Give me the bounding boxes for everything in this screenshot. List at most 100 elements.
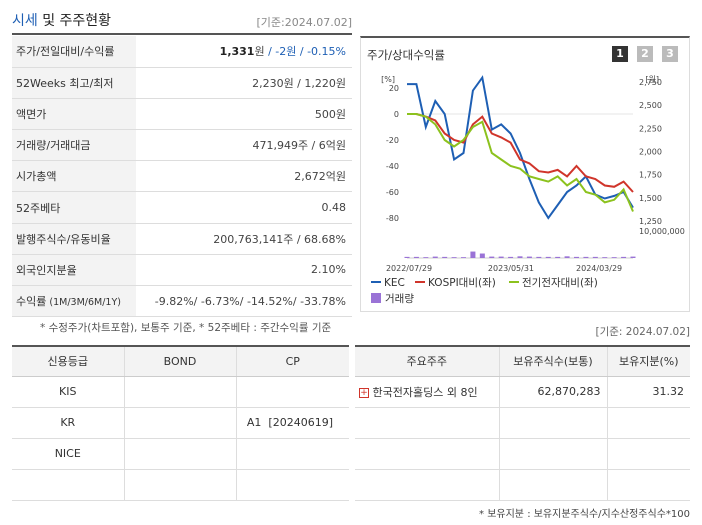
chart-tab-3[interactable]: 3 [662,46,678,62]
row-label: 수익률 (1M/3M/6M/1Y) [12,285,136,318]
price-summary-table: 주가/전일대비/수익률 1,331원 / -2원 / -0.15% 52Week… [12,36,352,318]
row-value: 2.10% [136,254,352,287]
volume-bar [621,256,627,258]
stake-cell: 31.32 [607,376,690,408]
left-axis-unit: [%] [381,75,395,84]
cp-cell [236,438,349,470]
table-row [355,438,690,470]
volume-bar [583,256,589,258]
holders-base-date: [기준: 2024.07.02] [595,326,690,338]
left-tick-label: 20 [389,84,399,93]
table-row: NICE [12,438,349,470]
volume-bar [630,256,636,258]
shares-cell [499,469,608,501]
table-row: KR A1 [20240619] [12,407,349,439]
footnote: * 보유지분 : 보유지분주식수/지수산정주식수*100 [479,509,690,520]
row-label: 발행주식수/유동비율 [12,223,136,255]
price-chart: [%] [원] 20 0 -20 -40 -60 -80 2,750 2,500 2,250 2,00… [371,75,685,305]
right-tick-label: 2,750 [639,78,662,87]
legend-label: KEC [384,277,405,289]
row-label: 거래량/거래대금 [12,129,136,162]
series-line [407,113,634,212]
agency-cell: KR [12,407,125,439]
column-header: CP [236,346,349,377]
volume-bar [489,256,495,258]
x-tick-label: 2022/07/29 [386,264,432,273]
right-tick-label: 1,500 [639,194,662,203]
table-row: + 한국전자홀딩스 외 8인 62,870,283 31.32 [355,376,690,408]
bond-cell [124,469,237,501]
chart-panel: 주가/상대수익률 1 2 3 [%] [원] 20 0 -20 -40 -60 -80 2,75… [360,36,690,312]
divider [12,33,352,35]
table-row [355,469,690,501]
holder-name-cell [355,438,500,470]
cp-cell [236,376,349,408]
left-tick-label: 0 [394,110,399,119]
right-tick-label: 1,750 [639,171,662,180]
right-tick-label: 2,000 [639,148,662,157]
column-header: 보유주식수(보통) [499,346,608,377]
volume-bar [545,256,551,258]
volume-bar [442,256,448,258]
bond-cell [124,407,237,439]
table-header-row: 주요주주 보유주식수(보통) 보유지분(%) [355,346,690,377]
chart-tab-1[interactable]: 1 [612,46,628,62]
stake-cell [607,469,690,501]
column-header: 주요주주 [355,346,500,377]
row-label: 52주베타 [12,191,136,224]
stake-cell [607,438,690,470]
row-value: 471,949주 / 6억원 [136,129,352,162]
volume-bar [564,256,570,258]
right-tick-label: 2,500 [639,101,662,110]
agency-cell: KIS [12,376,125,408]
row-label: 외국인지분율 [12,254,136,287]
expand-plus-icon[interactable]: + [359,387,369,398]
cp-cell: A1 [20240619] [236,407,349,439]
right-tick-label: 1,250 [639,217,662,226]
volume-bar [574,256,579,258]
credit-rating-table: 신용등급 BOND CP KIS KR A1 [20240619] NICE [12,345,349,501]
table-row [12,469,349,501]
row-value: 2,672억원 [136,160,352,193]
chart-tab-2[interactable]: 2 [637,46,653,62]
legend-label: KOSPI대비(좌) [428,277,496,289]
left-tick-label: -40 [386,162,399,171]
page-title: 시세 및 주주현황 [12,13,112,29]
holder-name-cell [355,407,500,439]
row-label: 액면가 [12,98,136,131]
major-holders-table: 주요주주 보유주식수(보통) 보유지분(%) + 한국전자홀딩스 외 8인 62… [355,345,690,501]
column-header: 보유지분(%) [607,346,690,377]
volume-bar [526,256,532,258]
x-tick-label: 2024/03/29 [576,264,622,273]
legend-swatch [371,293,381,303]
volume-bar [432,256,438,258]
row-label: 주가/전일대비/수익률 [12,36,136,68]
stake-cell [607,407,690,439]
volume-bar [479,253,485,258]
volume-bar [423,257,429,258]
section-header: 시세 및 주주현황 [기준:2024.07.02] [12,10,352,32]
volume-bar [536,256,542,258]
volume-bar [498,256,504,258]
left-tick-label: -60 [386,188,399,197]
table-row: KIS [12,376,349,408]
volume-bar [611,257,617,258]
volume-bar [555,256,561,258]
volume-bar [461,257,466,258]
x-tick-label: 2023/05/31 [488,264,534,273]
volume-bar [508,256,514,258]
volume-bar [470,251,476,258]
volume-bar [404,256,410,258]
table-row: 발행주식수/유동비율 200,763,141주 / 68.68% [12,223,352,255]
shares-cell [499,407,608,439]
table-row [355,407,690,439]
series-line [407,113,634,193]
chart-title: 주가/상대수익률 [367,48,445,62]
volume-tick-label: 10,000,000 [639,227,685,236]
row-value: 0.48 [136,191,352,224]
column-header: BOND [124,346,237,377]
row-label: 시가총액 [12,160,136,193]
holder-name-cell[interactable]: + 한국전자홀딩스 외 8인 [355,376,500,408]
row-value: 200,763,141주 / 68.68% [136,223,352,255]
cp-cell [236,469,349,501]
